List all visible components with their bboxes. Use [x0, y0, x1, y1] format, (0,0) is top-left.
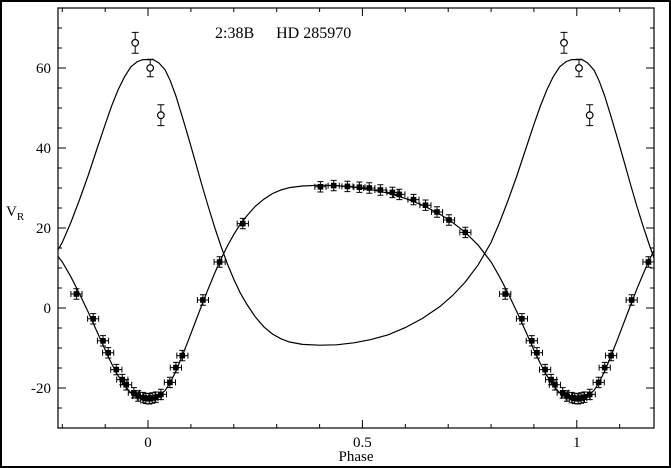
- x-axis-label: Phase: [339, 449, 374, 465]
- y-tick-label: 60: [36, 61, 51, 77]
- primary-point: [317, 184, 324, 190]
- y-tick-label: 40: [36, 141, 51, 157]
- data-points: [70, 31, 654, 405]
- chart-title-id: 2:38B: [215, 25, 254, 42]
- primary-point: [595, 379, 602, 386]
- primary-point: [173, 364, 179, 371]
- primary-point: [542, 366, 548, 373]
- primary-point: [446, 217, 452, 223]
- secondary-point: [131, 38, 140, 47]
- primary-point: [645, 259, 652, 265]
- y-axis-label: VR: [6, 204, 25, 223]
- primary-point: [90, 316, 97, 322]
- y-tick-label: -20: [31, 381, 51, 397]
- primary-point: [586, 391, 593, 398]
- primary-point: [377, 187, 384, 193]
- primary-point: [158, 391, 164, 398]
- primary-point: [552, 382, 558, 388]
- primary-point: [422, 202, 429, 208]
- primary-point: [240, 220, 246, 227]
- x-tick-label: 0.5: [353, 435, 372, 451]
- primary-point: [123, 382, 130, 388]
- primary-model-curve: [58, 184, 654, 399]
- chart-title: 2:38B HD 285970: [215, 25, 351, 42]
- primary-point: [410, 196, 417, 203]
- secondary-model-curve: [58, 59, 654, 346]
- primary-point: [366, 185, 373, 191]
- plot-frame: [57, 7, 655, 429]
- model-curves: [58, 59, 654, 399]
- primary-point: [167, 379, 173, 386]
- y-axis-label-sub: R: [17, 211, 25, 223]
- y-axis-label-main: V: [6, 204, 17, 220]
- primary-point: [628, 297, 635, 303]
- y-tick-label: 20: [36, 221, 51, 237]
- secondary-point: [156, 111, 165, 120]
- primary-point: [105, 350, 112, 356]
- primary-point: [502, 291, 508, 297]
- primary-point: [216, 259, 223, 265]
- primary-point: [131, 390, 137, 396]
- primary-point: [559, 390, 566, 396]
- primary-point: [462, 229, 469, 236]
- chart-title-star: HD 285970: [276, 25, 351, 42]
- primary-point: [389, 189, 396, 196]
- primary-point: [601, 364, 608, 371]
- primary-point: [179, 352, 186, 359]
- primary-point: [534, 350, 540, 356]
- axes: [57, 7, 655, 429]
- x-tick-label: 1: [573, 435, 581, 451]
- y-tick-label: 0: [44, 301, 52, 317]
- x-tick-label: 0: [144, 435, 152, 451]
- primary-point: [200, 297, 206, 303]
- primary-point: [344, 183, 351, 190]
- secondary-point: [575, 64, 583, 72]
- secondary-point: [585, 111, 594, 120]
- primary-point: [608, 352, 614, 359]
- primary-point: [396, 191, 403, 198]
- primary-point: [356, 184, 363, 190]
- primary-point: [113, 366, 120, 373]
- primary-point: [434, 209, 440, 215]
- secondary-point: [146, 64, 155, 72]
- primary-point: [100, 338, 106, 344]
- tick-labels: 0 0.5 1 -20 0 20 40 60: [31, 61, 581, 451]
- secondary-point: [560, 38, 568, 47]
- primary-point: [330, 182, 337, 189]
- primary-point: [519, 316, 525, 322]
- primary-point: [73, 291, 80, 297]
- primary-point: [529, 338, 535, 344]
